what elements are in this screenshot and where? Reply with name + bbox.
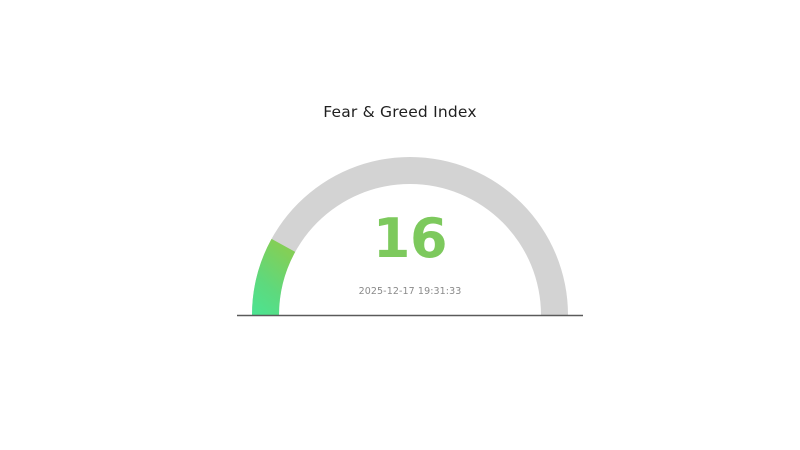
gauge-value-arc [252, 238, 296, 315]
gauge-track-arc [252, 157, 568, 315]
gauge-timestamp-label: 2025-12-17 19:31:33 [358, 286, 462, 297]
gauge-value-readout: 16 [372, 207, 448, 270]
page-title: Fear & Greed Index [323, 103, 477, 121]
